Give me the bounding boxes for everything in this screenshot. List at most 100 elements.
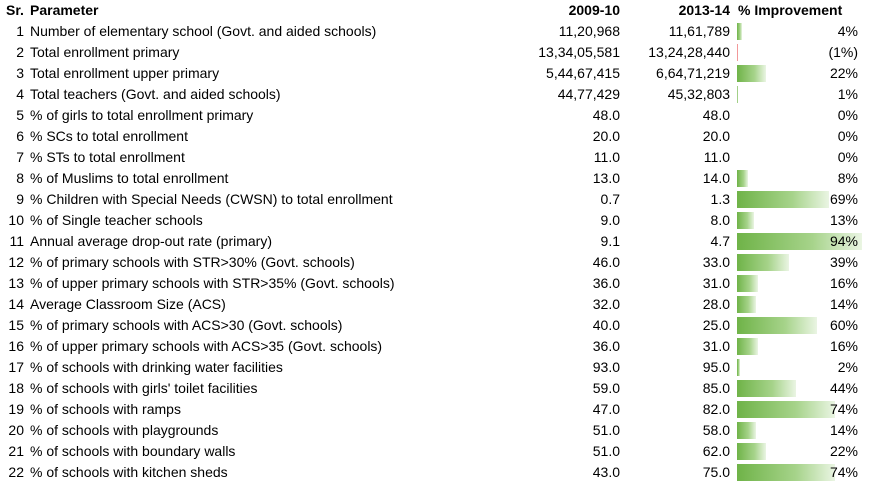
value-cell: 44,77,429 xyxy=(557,86,620,102)
improvement: 4% xyxy=(837,23,858,39)
parameter: Annual average drop-out rate (primary) xyxy=(30,233,273,249)
value-cell: 59.0 xyxy=(592,380,620,396)
value-cell: 13.0 xyxy=(592,170,620,186)
parameter: Average Classroom Size (ACS) xyxy=(30,296,226,312)
value-cell: 9.1 xyxy=(600,233,620,249)
data-bar xyxy=(737,401,836,418)
value-cell: 36.0 xyxy=(592,338,620,354)
value-cell: 13,34,05,581 xyxy=(538,44,620,60)
parameter: % STs to total enrollment xyxy=(30,149,185,165)
row-number: 14 xyxy=(8,296,24,312)
row-number: 2 xyxy=(16,44,24,60)
value-cell: 31.0 xyxy=(702,338,730,354)
value-cell: 11,61,789 xyxy=(668,23,730,39)
improvement: 0% xyxy=(837,149,858,165)
row-number: 13 xyxy=(8,275,24,291)
parameter: % of girls to total enrollment primary xyxy=(30,107,254,123)
row-number: 8 xyxy=(16,170,24,186)
improvement: 0% xyxy=(837,107,858,123)
parameter: % of schools with ramps xyxy=(30,401,181,417)
parameter: % Children with Special Needs (CWSN) to … xyxy=(30,191,393,207)
value-cell: 33.0 xyxy=(702,254,730,270)
value-cell: 20.0 xyxy=(702,128,730,144)
data-bar xyxy=(737,359,740,376)
value-cell: 31.0 xyxy=(702,275,730,291)
row-number: 17 xyxy=(8,359,24,375)
data-bar xyxy=(737,233,862,250)
value-cell: 6,64,71,219 xyxy=(656,65,730,81)
header-cell: 2013-14 xyxy=(678,2,730,18)
parameter: % of Muslims to total enrollment xyxy=(30,170,229,186)
parameter: % of schools with drinking water facilit… xyxy=(30,359,283,375)
value-cell: 47.0 xyxy=(592,401,620,417)
improvement: 74% xyxy=(829,464,858,480)
data-bar xyxy=(737,170,748,187)
value-cell: 51.0 xyxy=(592,443,620,459)
parameter: % of schools with girls' toilet faciliti… xyxy=(30,380,258,396)
improvement: 39% xyxy=(829,254,858,270)
data-bar xyxy=(737,464,836,481)
parameter: Total enrollment primary xyxy=(30,44,180,60)
value-cell: 9.0 xyxy=(600,212,620,228)
improvement: 2% xyxy=(837,359,858,375)
value-cell: 25.0 xyxy=(702,317,730,333)
parameter: % of primary schools with ACS>30 (Govt. … xyxy=(30,317,343,333)
row-number: 4 xyxy=(16,86,24,102)
value-cell: 32.0 xyxy=(592,296,620,312)
value-cell: 75.0 xyxy=(702,464,730,480)
data-bar xyxy=(737,23,743,40)
row-number: 11 xyxy=(9,233,24,249)
row-number: 3 xyxy=(16,65,24,81)
data-bar xyxy=(737,422,756,439)
value-cell: 82.0 xyxy=(702,401,730,417)
parameter: % of upper primary schools with ACS>35 (… xyxy=(30,338,383,354)
parameter: % of primary schools with STR>30% (Govt.… xyxy=(30,254,355,270)
value-cell: 0.7 xyxy=(600,191,620,207)
value-cell: 13,24,28,440 xyxy=(648,44,730,60)
parameter: Total enrollment upper primary xyxy=(30,65,220,81)
row-number: 22 xyxy=(8,464,24,480)
value-cell: 46.0 xyxy=(592,254,620,270)
data-bar xyxy=(737,191,829,208)
value-cell: 14.0 xyxy=(702,170,730,186)
value-cell: 5,44,67,415 xyxy=(546,65,620,81)
value-cell: 43.0 xyxy=(592,464,620,480)
improvement: 22% xyxy=(829,65,858,81)
row-number: 6 xyxy=(16,128,24,144)
data-bar xyxy=(737,317,817,334)
value-cell: 51.0 xyxy=(592,422,620,438)
improvement: 13% xyxy=(829,212,858,228)
value-cell: 58.0 xyxy=(702,422,730,438)
parameter: Number of elementary school (Govt. and a… xyxy=(30,23,377,39)
row-number: 21 xyxy=(8,443,24,459)
parameter: % of schools with playgrounds xyxy=(30,422,219,438)
value-cell: 11.0 xyxy=(593,149,620,165)
header-cell: % Improvement xyxy=(738,2,843,18)
parameter: % of Single teacher schools xyxy=(30,212,203,228)
row-number: 20 xyxy=(8,422,24,438)
value-cell: 36.0 xyxy=(592,275,620,291)
improvement: (1%) xyxy=(828,44,858,60)
improvement: 60% xyxy=(829,317,858,333)
data-bar xyxy=(737,86,739,103)
improvement: 8% xyxy=(837,170,858,186)
improvement: 14% xyxy=(829,296,858,312)
header-cell: 2009-10 xyxy=(568,2,620,18)
value-cell: 20.0 xyxy=(592,128,620,144)
data-bar xyxy=(737,44,739,61)
value-cell: 28.0 xyxy=(702,296,730,312)
header-cell: Sr. xyxy=(6,2,24,18)
row-number: 12 xyxy=(8,254,24,270)
data-bar xyxy=(737,254,789,271)
improvement: 74% xyxy=(829,401,858,417)
header-cell: Parameter xyxy=(30,2,99,18)
row-number: 10 xyxy=(8,212,24,228)
data-bar xyxy=(737,443,767,460)
data-bar xyxy=(737,380,796,397)
value-cell: 95.0 xyxy=(702,359,730,375)
parameter: Total teachers (Govt. and aided schools) xyxy=(30,86,281,102)
value-cell: 93.0 xyxy=(592,359,620,375)
row-number: 15 xyxy=(8,317,24,333)
parameter: % of schools with kitchen sheds xyxy=(30,464,228,480)
row-number: 5 xyxy=(16,107,24,123)
